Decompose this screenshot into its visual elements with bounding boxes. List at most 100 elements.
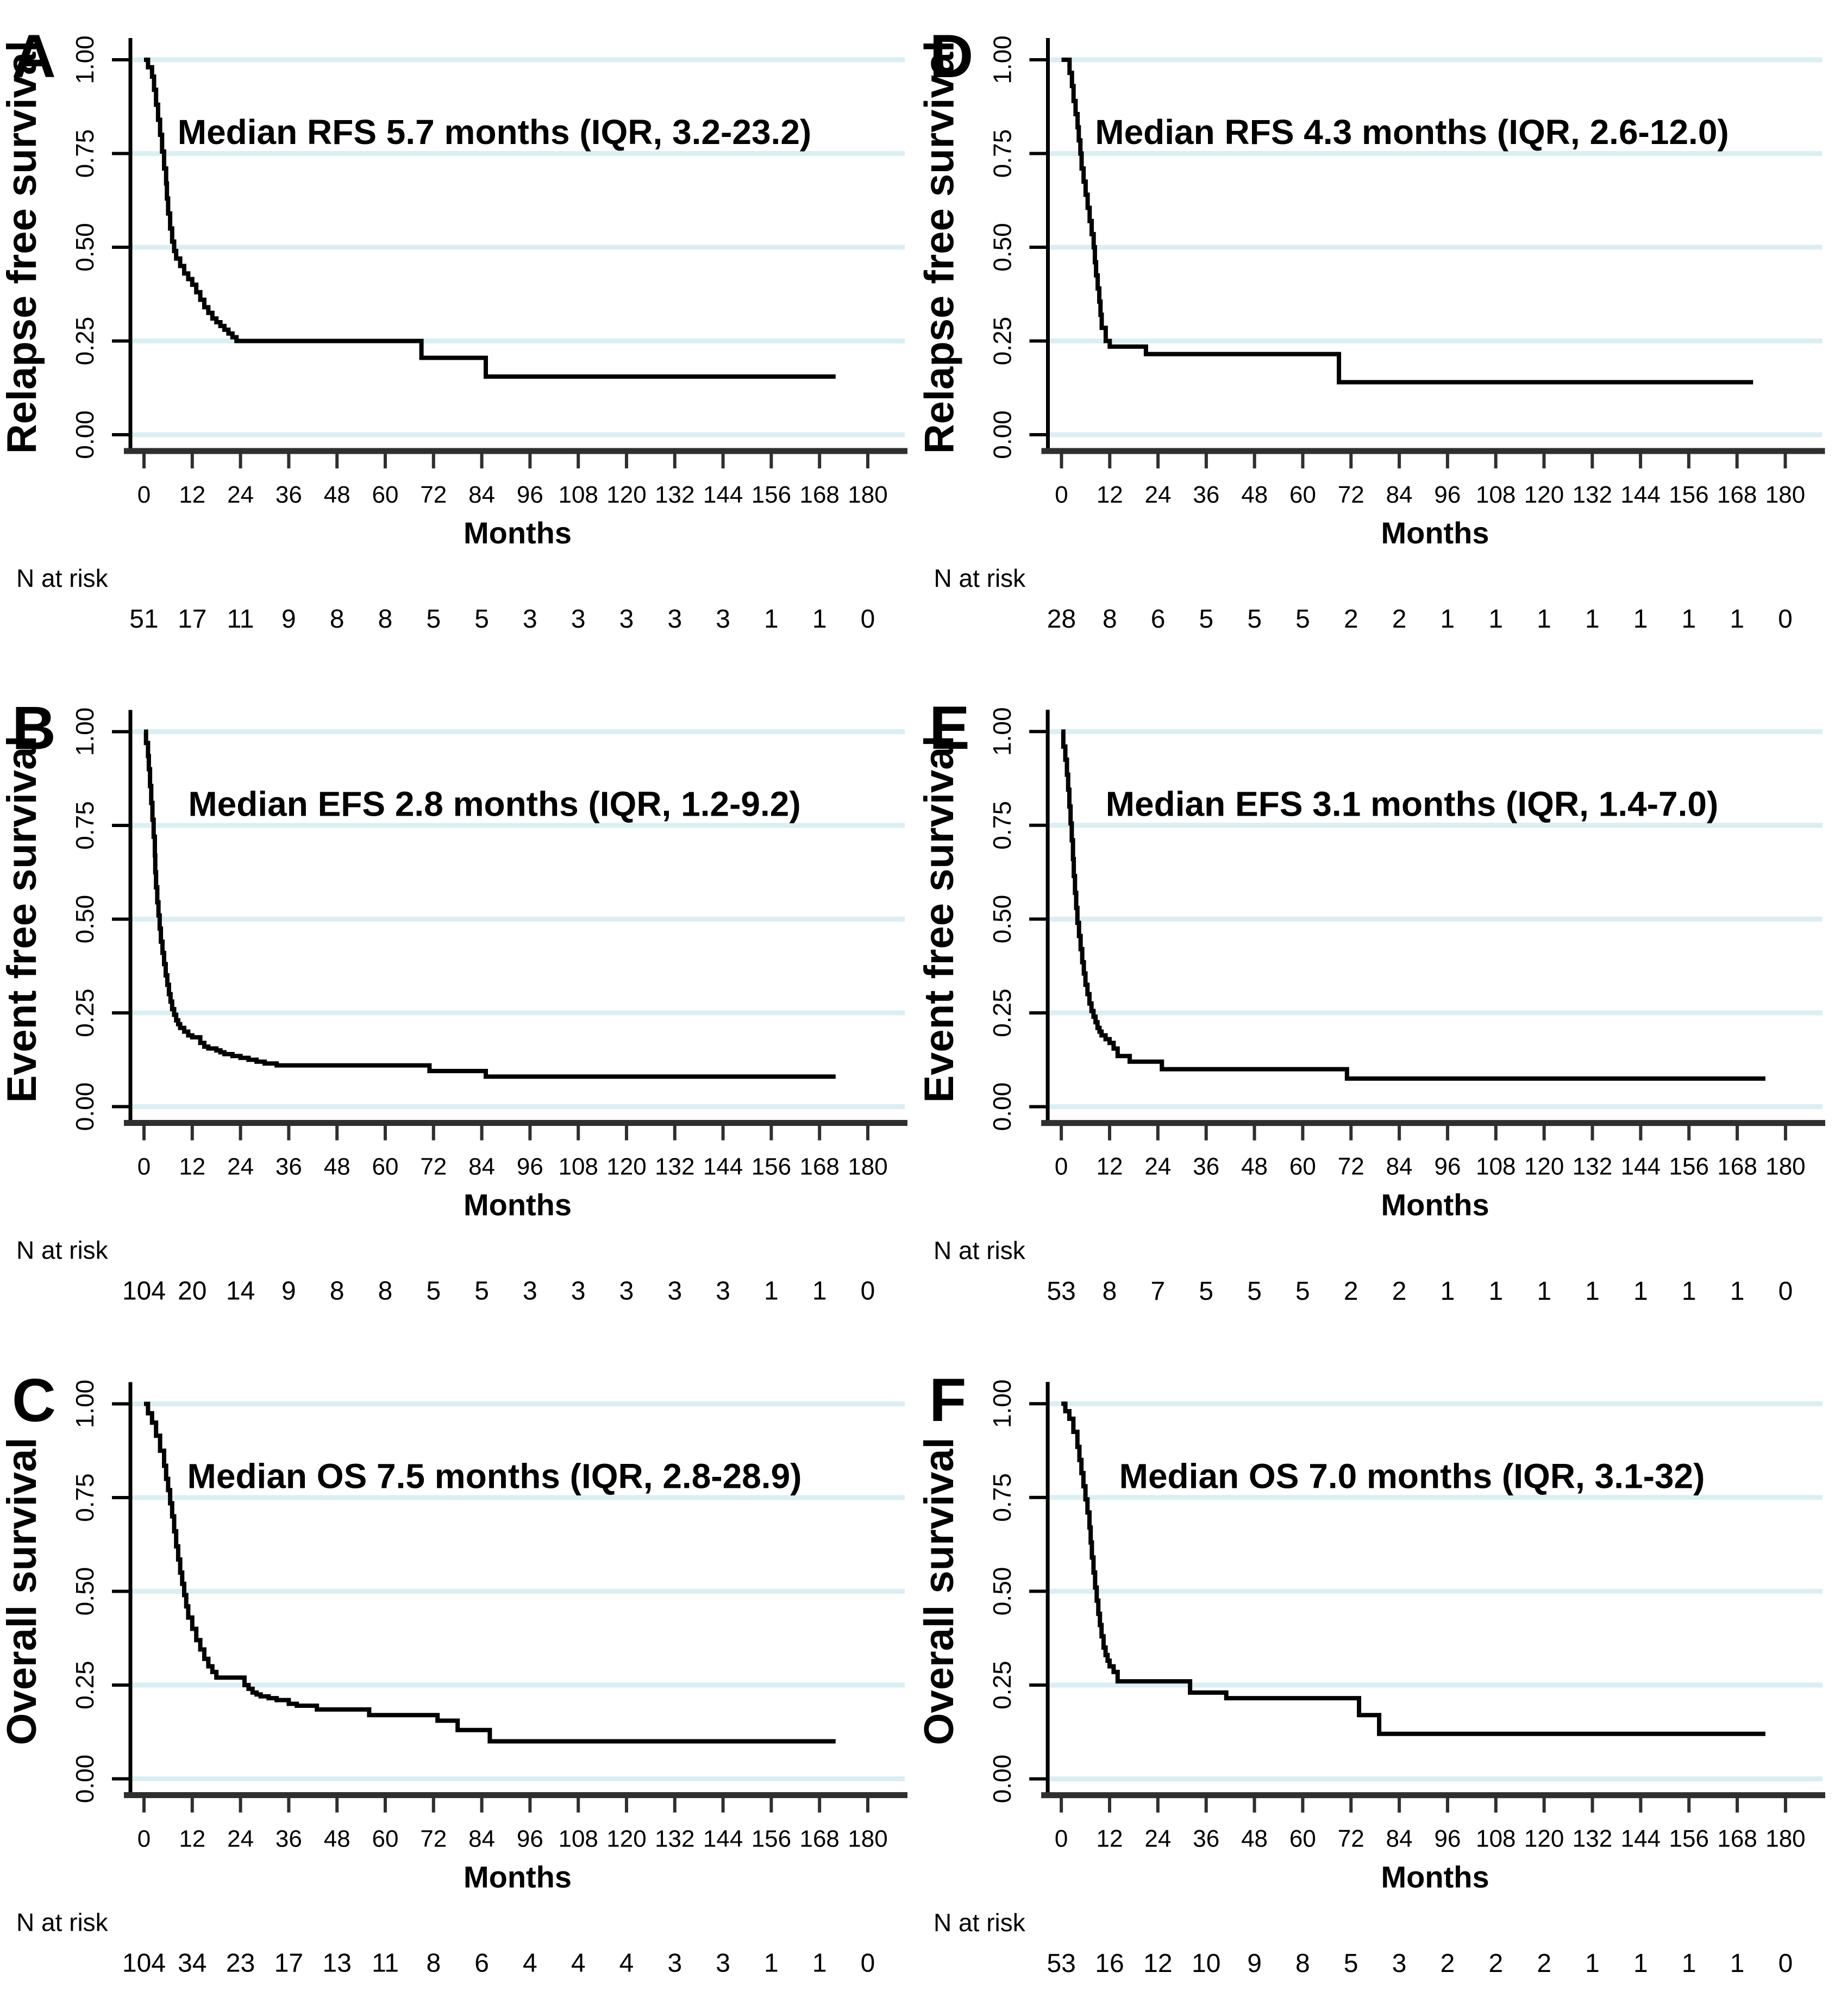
risk-count: 8 xyxy=(330,1277,345,1306)
x-axis-title: Months xyxy=(1381,516,1489,550)
risk-count: 8 xyxy=(426,1949,441,1978)
x-tick-label: 156 xyxy=(1669,481,1708,508)
y-axis: 0.00 0.25 0.50 0.75 1.00 xyxy=(71,35,133,459)
x-tick-label: 48 xyxy=(324,1154,350,1180)
x-tick-label: 180 xyxy=(1765,481,1805,508)
x-tick-label: 144 xyxy=(703,1154,743,1180)
x-tick-label: 120 xyxy=(606,1826,646,1852)
risk-count: 9 xyxy=(1247,1949,1262,1978)
risk-count: 1 xyxy=(1682,605,1696,634)
x-tick-label: 24 xyxy=(227,481,254,508)
x-tick-label: 168 xyxy=(1717,1826,1757,1852)
x-tick-label: 48 xyxy=(1241,1154,1268,1180)
risk-count: 1 xyxy=(812,1277,827,1306)
risk-table-label: N at risk xyxy=(934,1236,1026,1264)
risk-count: 1 xyxy=(1633,1949,1648,1978)
x-tick-label: 24 xyxy=(227,1826,254,1852)
risk-count: 1 xyxy=(1682,1277,1696,1306)
risk-count: 1 xyxy=(1585,1949,1600,1978)
y-tick-label: 1.00 xyxy=(71,1380,99,1429)
x-tick-label: 24 xyxy=(1145,481,1172,508)
y-tick-label: 0.00 xyxy=(988,1755,1016,1804)
gridlines xyxy=(1048,1401,1823,1782)
panel-letter: B xyxy=(12,694,56,762)
y-tick-label: 0.50 xyxy=(71,895,99,944)
x-tick-label: 144 xyxy=(1620,481,1660,508)
y-tick-label: 0.50 xyxy=(988,223,1017,272)
x-axis-title: Months xyxy=(1381,1860,1489,1894)
x-axis-title: Months xyxy=(464,516,572,550)
risk-count: 1 xyxy=(764,1277,779,1306)
km-panel-F: F Overall survival 0.00 0.25 0.50 0.75 1.00 0 12… xyxy=(917,1344,1835,2016)
y-tick-label: 0.75 xyxy=(71,1473,99,1522)
y-axis: 0.00 0.25 0.50 0.75 1.00 xyxy=(71,708,133,1131)
risk-count: 1 xyxy=(1633,605,1648,634)
risk-count: 3 xyxy=(716,1277,730,1306)
panel-letter: A xyxy=(12,22,56,90)
x-tick-label: 12 xyxy=(179,1826,205,1852)
risk-count: 4 xyxy=(523,1949,537,1978)
risk-count: 53 xyxy=(1047,1949,1075,1978)
x-tick-label: 120 xyxy=(1524,481,1564,508)
risk-count: 17 xyxy=(178,605,206,634)
x-tick-label: 72 xyxy=(1338,1826,1364,1852)
risk-table-label: N at risk xyxy=(934,564,1026,592)
x-tick-label: 96 xyxy=(1434,481,1461,508)
x-tick-label: 96 xyxy=(1434,1154,1461,1180)
y-tick-label: 1.00 xyxy=(988,1379,1016,1428)
risk-count: 8 xyxy=(378,605,393,634)
x-tick-label: 36 xyxy=(1193,1826,1219,1852)
x-axis: 0 12 24 36 48 60 72 84 96 108 120 132 144 156 168 180 Mo… xyxy=(1041,1792,1825,1894)
x-tick-label: 144 xyxy=(1621,1154,1661,1180)
y-tick-label: 1.00 xyxy=(71,708,99,756)
y-tick-label: 0.25 xyxy=(988,317,1017,366)
x-tick-label: 180 xyxy=(848,1154,887,1180)
x-axis: 0 12 24 36 48 60 72 84 96 108 120 132 144 156 168 180 Mo… xyxy=(124,1120,907,1222)
y-tick-label: 0.00 xyxy=(988,1082,1016,1131)
risk-count: 1 xyxy=(1441,1277,1455,1306)
x-tick-label: 36 xyxy=(275,1826,302,1852)
y-tick-label: 0.75 xyxy=(71,129,99,178)
x-tick-label: 60 xyxy=(372,1154,399,1180)
gridlines xyxy=(1048,729,1823,1110)
y-axis-title: Event free survival xyxy=(917,735,962,1103)
risk-count: 1 xyxy=(1730,605,1744,634)
risk-count: 3 xyxy=(571,605,586,634)
risk-count: 5 xyxy=(426,605,441,634)
risk-count: 3 xyxy=(619,605,634,634)
x-tick-label: 48 xyxy=(324,481,350,508)
x-axis: 0 12 24 36 48 60 72 84 96 108 120 132 144 156 168 180 Mo… xyxy=(124,1792,907,1894)
risk-count: 1 xyxy=(764,605,779,634)
y-tick-label: 0.25 xyxy=(71,1661,99,1710)
x-tick-label: 108 xyxy=(558,481,598,508)
x-tick-label: 132 xyxy=(1573,1154,1612,1180)
x-tick-label: 84 xyxy=(468,1826,495,1852)
x-tick-label: 0 xyxy=(137,481,151,508)
x-tick-label: 180 xyxy=(1765,1826,1805,1852)
risk-count: 16 xyxy=(1095,1949,1124,1978)
x-tick-label: 108 xyxy=(1476,481,1515,508)
x-tick-label: 24 xyxy=(1144,1826,1171,1852)
x-tick-label: 156 xyxy=(751,1826,791,1852)
risk-table: N at risk 28 8 6 5 5 5 2 2 1 1 1 1 1 1 1 0 xyxy=(934,564,1793,634)
x-tick-label: 168 xyxy=(1717,481,1757,508)
risk-count: 9 xyxy=(281,1277,296,1306)
risk-table-label: N at risk xyxy=(934,1908,1026,1937)
x-tick-label: 36 xyxy=(275,1154,302,1180)
risk-count: 34 xyxy=(178,1949,206,1978)
y-tick-label: 0.00 xyxy=(71,1755,99,1804)
x-tick-label: 12 xyxy=(179,1154,205,1180)
risk-count: 1 xyxy=(764,1949,779,1978)
risk-count: 3 xyxy=(716,605,730,634)
y-axis-title: Overall survival xyxy=(917,1437,962,1745)
x-tick-label: 12 xyxy=(1097,1826,1123,1852)
risk-count: 0 xyxy=(1778,1949,1793,1978)
risk-count: 1 xyxy=(1585,605,1600,634)
y-axis: 0.00 0.25 0.50 0.75 1.00 xyxy=(71,1380,133,1804)
risk-count: 5 xyxy=(1199,1277,1213,1306)
survival-curve xyxy=(143,729,836,1079)
